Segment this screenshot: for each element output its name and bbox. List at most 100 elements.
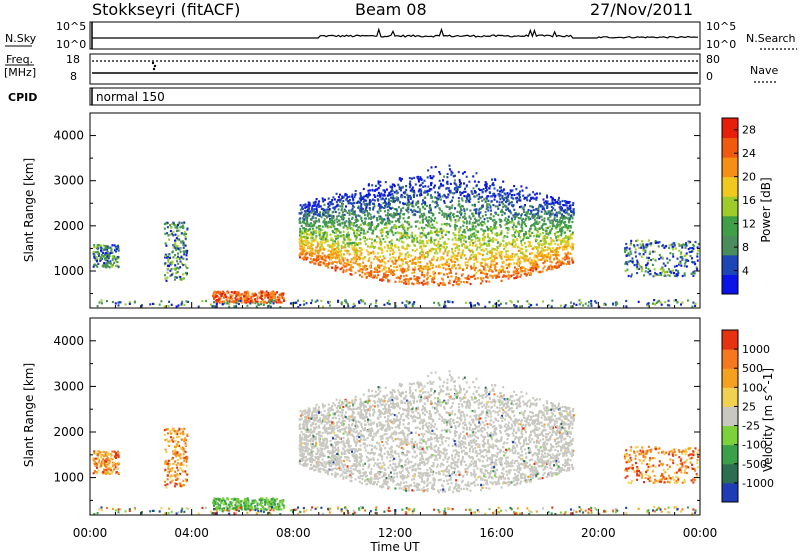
power-cell bbox=[355, 238, 357, 241]
power-cell bbox=[173, 278, 176, 281]
power-cell bbox=[560, 239, 563, 242]
power-cell bbox=[420, 192, 423, 195]
power-cell bbox=[299, 239, 302, 242]
power-cell bbox=[382, 278, 385, 281]
power-cell bbox=[672, 255, 675, 258]
power-cell bbox=[520, 185, 523, 188]
power-cell bbox=[217, 300, 220, 303]
power-cell bbox=[464, 187, 466, 190]
power-cell bbox=[337, 254, 340, 257]
power-cell bbox=[491, 183, 494, 186]
power-cell bbox=[438, 264, 441, 267]
power-cell bbox=[362, 265, 365, 268]
power-cell bbox=[477, 180, 480, 184]
power-cell bbox=[695, 266, 698, 269]
power-cell bbox=[474, 244, 477, 248]
power-cell bbox=[430, 237, 433, 240]
power-cell bbox=[455, 224, 458, 228]
power-cell bbox=[451, 251, 454, 254]
power-cell bbox=[304, 216, 307, 219]
power-cell bbox=[388, 220, 391, 223]
power-cell bbox=[420, 254, 423, 257]
power-cell bbox=[331, 219, 334, 222]
power-cell bbox=[379, 204, 382, 207]
power-cell bbox=[177, 304, 180, 307]
power-cell bbox=[247, 292, 250, 295]
power-cell bbox=[557, 202, 560, 205]
power-cell bbox=[438, 230, 441, 233]
power-cell bbox=[169, 269, 172, 272]
power-cell bbox=[484, 213, 487, 217]
power-cell bbox=[308, 214, 311, 217]
power-cell bbox=[353, 304, 356, 307]
power-cell bbox=[444, 263, 447, 266]
power-cell bbox=[306, 256, 309, 259]
power-cell bbox=[508, 192, 511, 195]
power-cell bbox=[477, 223, 479, 226]
power-cell bbox=[438, 179, 441, 182]
power-cell bbox=[341, 205, 344, 208]
power-cell bbox=[169, 256, 171, 259]
power-cell bbox=[297, 299, 299, 302]
power-cell bbox=[309, 225, 312, 228]
power-cell bbox=[387, 198, 390, 201]
power-cell bbox=[245, 297, 248, 300]
power-cell bbox=[93, 244, 96, 247]
power-cell bbox=[338, 231, 341, 234]
power-cell bbox=[383, 268, 386, 271]
power-cell bbox=[396, 196, 399, 199]
power-cell bbox=[533, 266, 536, 269]
power-cell bbox=[425, 240, 428, 243]
power-cell bbox=[529, 227, 532, 230]
power-cell bbox=[405, 282, 408, 285]
power-cell bbox=[524, 267, 527, 271]
power-cell bbox=[364, 208, 367, 211]
power-cell bbox=[317, 261, 320, 264]
power-cell bbox=[566, 217, 569, 220]
power-cell bbox=[319, 228, 322, 231]
power-cell bbox=[415, 248, 418, 251]
power-cell bbox=[430, 182, 432, 185]
power-cell bbox=[348, 253, 351, 256]
power-cell bbox=[565, 235, 567, 238]
power-cell bbox=[568, 235, 571, 238]
power-cell bbox=[339, 193, 341, 196]
power-cell bbox=[520, 270, 523, 273]
power-cell bbox=[309, 210, 312, 213]
cpid-label: CPID bbox=[8, 91, 37, 104]
power-cell bbox=[389, 185, 392, 188]
power-cell bbox=[343, 224, 346, 227]
power-cell bbox=[411, 187, 414, 190]
power-cell bbox=[96, 260, 98, 263]
power-cell bbox=[545, 203, 548, 206]
power-cell bbox=[683, 244, 686, 247]
power-cell bbox=[341, 203, 344, 206]
power-cell bbox=[391, 190, 394, 193]
power-cell bbox=[330, 237, 333, 240]
power-cell bbox=[530, 259, 533, 262]
power-cell bbox=[349, 273, 352, 276]
power-cell bbox=[493, 221, 496, 224]
power-cell bbox=[685, 252, 688, 255]
power-cell bbox=[546, 196, 549, 199]
power-cell bbox=[406, 278, 409, 281]
power-cell bbox=[428, 188, 431, 191]
power-cell bbox=[316, 241, 319, 244]
power-cell bbox=[419, 221, 422, 224]
power-cell bbox=[429, 230, 432, 233]
power-cell bbox=[391, 259, 394, 263]
power-cell bbox=[388, 247, 391, 250]
power-cell bbox=[415, 279, 418, 282]
power-cell bbox=[439, 258, 442, 261]
power-cell bbox=[312, 243, 315, 246]
power-cell bbox=[548, 210, 550, 214]
power-cell bbox=[453, 179, 456, 182]
power-cell bbox=[273, 295, 276, 298]
power-cell bbox=[473, 262, 476, 265]
power-cell bbox=[114, 256, 117, 259]
power-cell bbox=[431, 266, 434, 270]
power-cell bbox=[696, 268, 699, 271]
power-cell bbox=[107, 252, 110, 255]
power-cell bbox=[404, 257, 407, 260]
power-cell bbox=[697, 243, 700, 246]
